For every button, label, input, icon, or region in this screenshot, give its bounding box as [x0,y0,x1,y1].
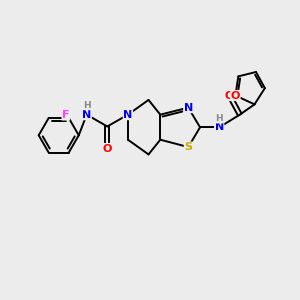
Text: O: O [231,91,240,100]
Text: H: H [83,101,91,110]
Text: H: H [215,114,223,123]
Text: N: N [82,110,91,120]
Text: N: N [184,103,193,112]
Text: N: N [123,110,133,120]
Text: O: O [225,91,234,100]
Text: N: N [214,122,224,132]
Text: F: F [62,110,70,120]
Text: S: S [184,142,192,152]
Text: O: O [103,143,112,154]
